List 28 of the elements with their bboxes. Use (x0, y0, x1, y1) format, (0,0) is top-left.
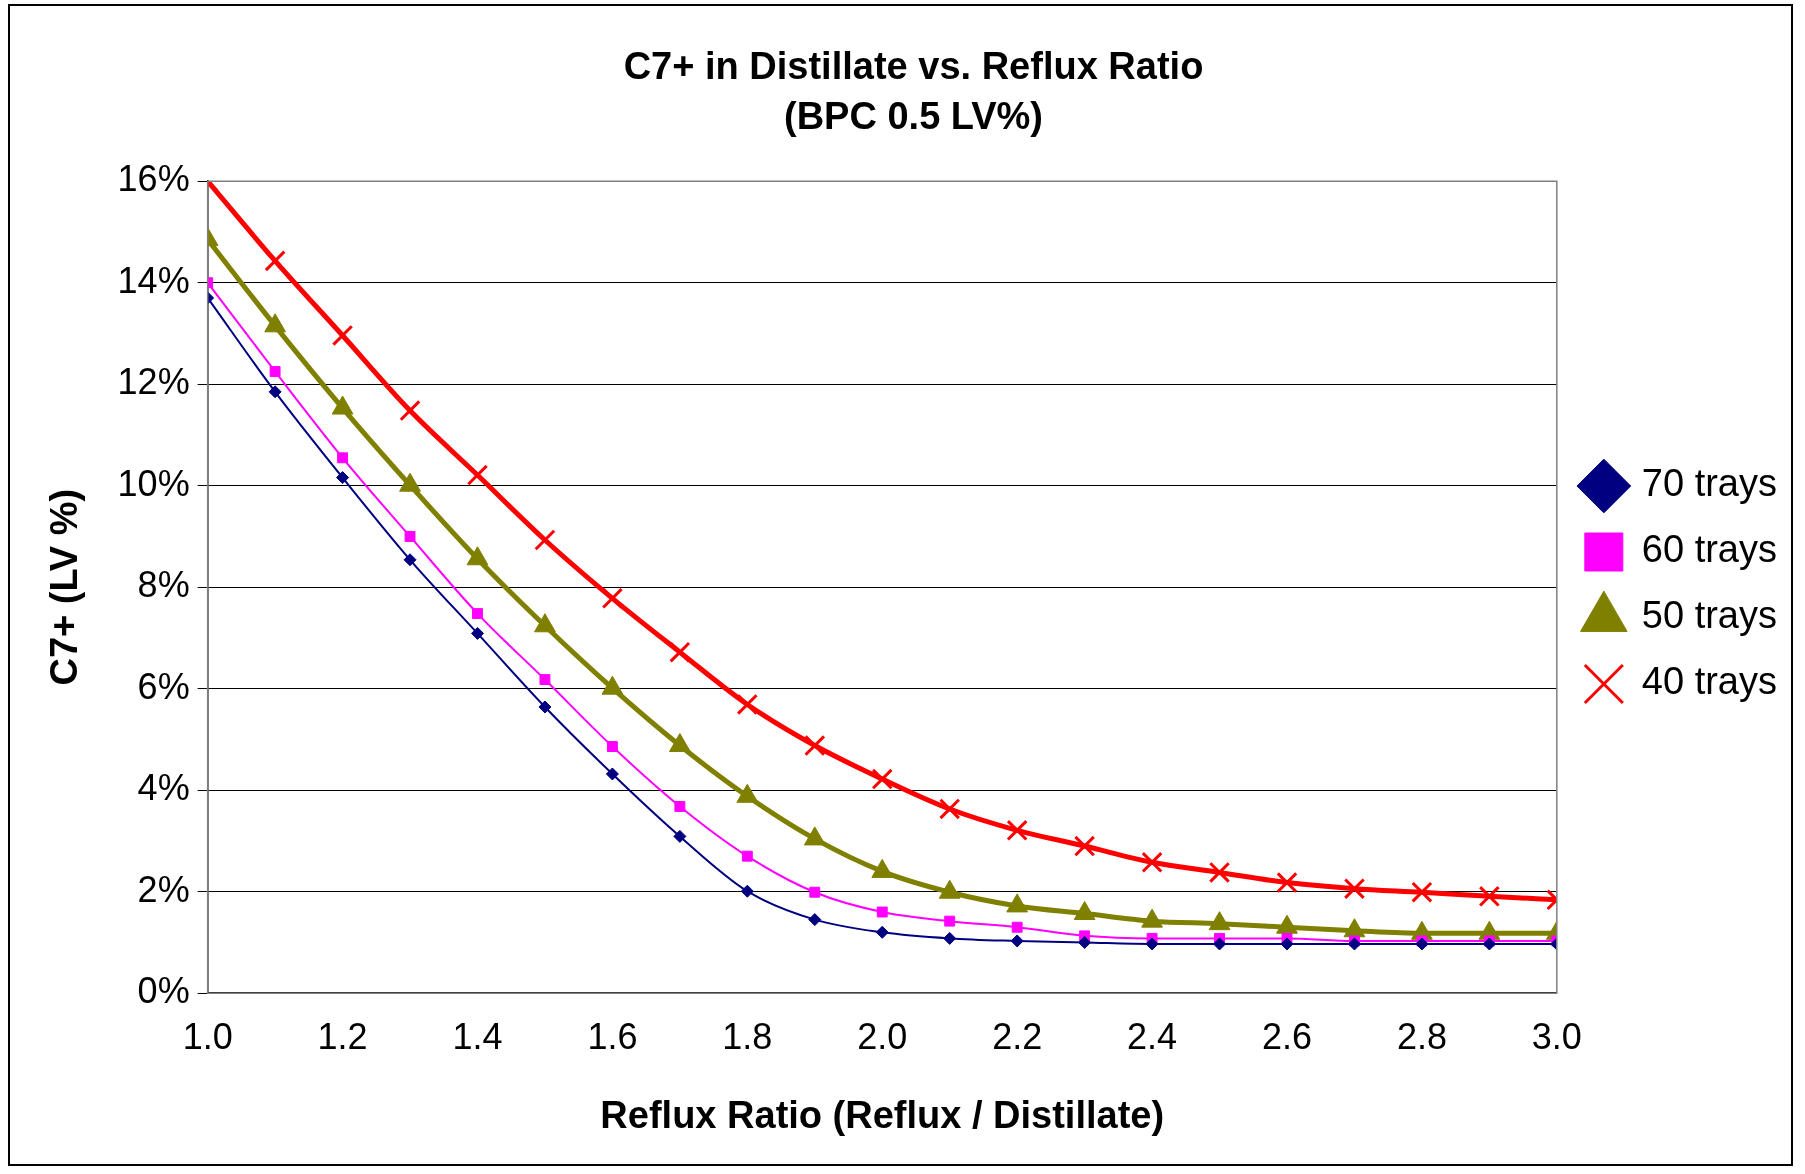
x-tick-label: 1.4 (452, 1015, 503, 1057)
y-tick-label: 16% (117, 158, 190, 200)
x-tick-label: 1.0 (182, 1015, 233, 1057)
y-tick-label: 8% (137, 564, 190, 606)
legend-label: 50 trays (1641, 594, 1777, 637)
legend-label: 60 trays (1641, 528, 1777, 571)
x-tick-label: 2.0 (857, 1015, 908, 1057)
x-tick-label: 2.8 (1396, 1015, 1447, 1057)
chart-subtitle: (BPC 0.5 LV%) (783, 94, 1044, 137)
x-tick-label: 1.6 (587, 1015, 638, 1057)
x-tick-label: 2.4 (1127, 1015, 1178, 1057)
x-tick-label: 1.8 (722, 1015, 773, 1057)
x-tick-label: 3.0 (1531, 1015, 1582, 1057)
y-axis-title: C7+ (LV %) (43, 488, 86, 686)
y-tick-label: 4% (137, 767, 190, 809)
legend-label: 40 trays (1641, 660, 1777, 703)
y-tick-label: 2% (137, 868, 190, 910)
y-tick-label: 12% (117, 361, 190, 403)
y-tick-label: 0% (137, 970, 190, 1012)
x-tick-label: 2.6 (1261, 1015, 1313, 1057)
y-tick-label: 14% (117, 259, 190, 301)
legend-label: 70 trays (1641, 462, 1777, 505)
x-axis-title: Reflux Ratio (Reflux / Distillate) (600, 1093, 1165, 1136)
y-tick-label: 10% (117, 462, 190, 504)
y-tick-label: 6% (137, 665, 190, 707)
x-tick-label: 2.2 (992, 1015, 1043, 1057)
x-tick-label: 1.2 (317, 1015, 368, 1057)
chart-title: C7+ in Distillate vs. Reflux Ratio (623, 45, 1204, 88)
